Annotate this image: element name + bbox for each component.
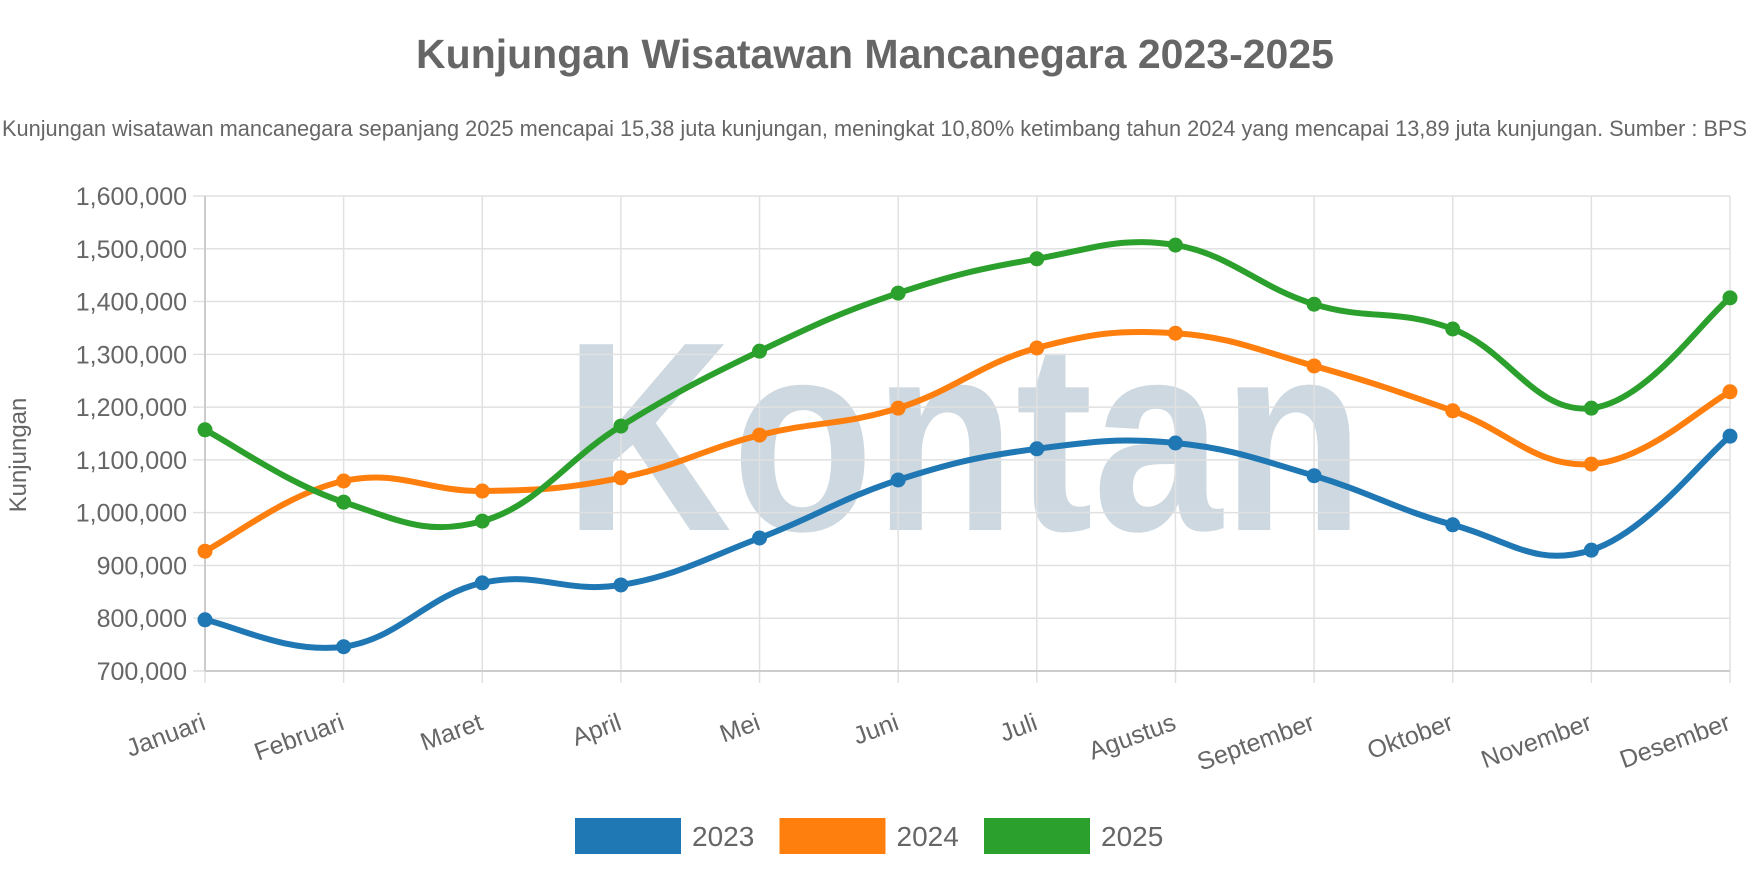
data-point-2023-oktober[interactable] bbox=[1445, 517, 1461, 533]
y-tick-label: 900,000 bbox=[97, 552, 187, 580]
data-point-2023-maret[interactable] bbox=[474, 575, 490, 591]
x-tick-label: Oktober bbox=[1364, 708, 1457, 765]
data-point-2025-mei[interactable] bbox=[752, 343, 768, 359]
chart-subtitle: Kunjungan wisatawan mancanegara sepanjan… bbox=[2, 116, 1747, 141]
series-line-2024 bbox=[203, 328, 1732, 554]
legend-swatch bbox=[984, 818, 1090, 854]
chart-title: Kunjungan Wisatawan Mancanegara 2023-202… bbox=[416, 31, 1334, 77]
data-point-2024-november[interactable] bbox=[1583, 456, 1599, 472]
x-tick-label: Maret bbox=[417, 708, 487, 756]
x-tick-label: April bbox=[568, 708, 625, 751]
legend-item-2024[interactable]: 2024 bbox=[779, 818, 959, 854]
watermark-logo: Kontan bbox=[564, 287, 1364, 588]
y-tick-label: 1,200,000 bbox=[76, 394, 187, 422]
data-point-2024-maret[interactable] bbox=[474, 483, 490, 499]
legend-swatch bbox=[575, 818, 681, 854]
data-point-2024-februari[interactable] bbox=[336, 473, 352, 489]
data-point-2025-agustus[interactable] bbox=[1167, 237, 1183, 253]
x-tick-label: November bbox=[1477, 708, 1595, 774]
legend-label: 2023 bbox=[692, 821, 754, 852]
data-point-2025-januari[interactable] bbox=[197, 422, 213, 438]
data-point-2024-oktober[interactable] bbox=[1445, 403, 1461, 419]
data-point-2024-april[interactable] bbox=[613, 470, 629, 486]
y-tick-label: 800,000 bbox=[97, 605, 187, 633]
data-point-2023-januari[interactable] bbox=[197, 612, 213, 628]
legend-item-2023[interactable]: 2023 bbox=[575, 818, 754, 854]
data-point-2025-oktober[interactable] bbox=[1445, 321, 1461, 337]
legend-swatch bbox=[779, 818, 886, 854]
data-point-2024-januari[interactable] bbox=[197, 543, 213, 559]
data-point-2023-februari[interactable] bbox=[336, 639, 352, 655]
data-point-2024-mei[interactable] bbox=[752, 427, 768, 443]
data-point-2025-desember[interactable] bbox=[1722, 290, 1738, 306]
data-point-2025-maret[interactable] bbox=[474, 513, 490, 529]
series-line-2023 bbox=[204, 433, 1732, 651]
x-tick-label: Juni bbox=[850, 708, 903, 750]
data-point-2023-mei[interactable] bbox=[752, 530, 768, 546]
x-tick-label: September bbox=[1194, 708, 1318, 776]
series-line-2025 bbox=[203, 239, 1732, 531]
legend-item-2025[interactable]: 2025 bbox=[984, 818, 1163, 854]
data-point-2023-agustus[interactable] bbox=[1167, 435, 1183, 451]
data-point-2023-juli[interactable] bbox=[1029, 441, 1045, 457]
y-tick-label: 1,300,000 bbox=[76, 341, 187, 369]
x-tick-label: Mei bbox=[716, 708, 763, 748]
x-tick-label: Januari bbox=[122, 708, 209, 762]
data-point-2025-juli[interactable] bbox=[1029, 251, 1045, 267]
data-point-2025-september[interactable] bbox=[1306, 296, 1322, 312]
x-tick-label: Juli bbox=[996, 708, 1041, 747]
data-point-2024-september[interactable] bbox=[1306, 358, 1322, 374]
y-tick-label: 1,100,000 bbox=[76, 447, 187, 475]
y-tick-label: 1,000,000 bbox=[76, 500, 187, 528]
y-tick-label: 700,000 bbox=[97, 658, 187, 686]
data-point-2023-november[interactable] bbox=[1583, 542, 1599, 558]
data-point-2023-april[interactable] bbox=[613, 577, 629, 593]
data-point-2023-desember[interactable] bbox=[1722, 428, 1738, 444]
data-point-2025-februari[interactable] bbox=[336, 494, 352, 510]
data-point-2024-juli[interactable] bbox=[1029, 340, 1045, 356]
legend-label: 2024 bbox=[897, 821, 959, 852]
data-point-2023-juni[interactable] bbox=[890, 472, 906, 488]
x-tick-label: Februari bbox=[251, 708, 348, 766]
data-point-2024-juni[interactable] bbox=[890, 400, 906, 416]
y-tick-label: 1,600,000 bbox=[76, 183, 187, 211]
data-point-2023-september[interactable] bbox=[1306, 468, 1322, 484]
data-point-2025-juni[interactable] bbox=[890, 285, 906, 301]
y-tick-label: 1,500,000 bbox=[76, 236, 187, 264]
y-axis-title: Kunjungan bbox=[5, 398, 32, 513]
data-point-2024-desember[interactable] bbox=[1722, 384, 1738, 400]
y-tick-label: 1,400,000 bbox=[76, 289, 187, 317]
x-tick-label: Desember bbox=[1616, 708, 1734, 774]
data-point-2024-agustus[interactable] bbox=[1167, 325, 1183, 341]
legend-label: 2025 bbox=[1101, 821, 1163, 852]
data-point-2025-november[interactable] bbox=[1583, 400, 1599, 416]
data-point-2025-april[interactable] bbox=[613, 418, 629, 434]
x-tick-label: Agustus bbox=[1085, 708, 1179, 765]
